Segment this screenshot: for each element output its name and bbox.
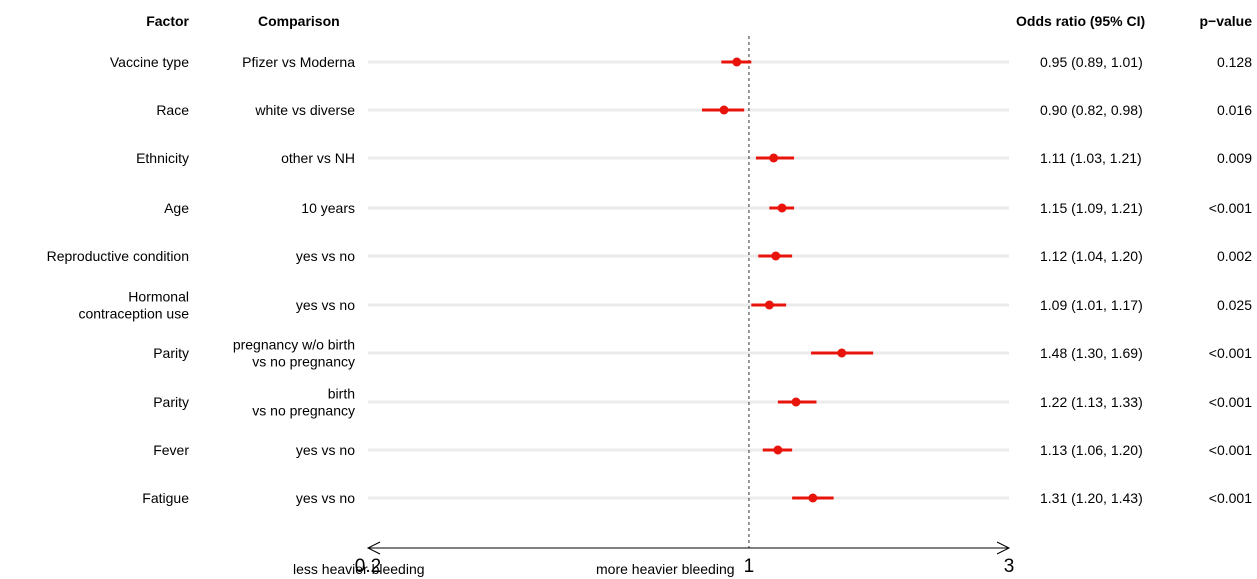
point-estimate <box>777 203 787 213</box>
x-axis-arrow-left <box>366 541 381 555</box>
factor-label: Vaccine type <box>110 54 189 70</box>
odds-ratio-ci: 1.22 (1.13, 1.33) <box>1040 394 1143 410</box>
factor-label: Fever <box>153 442 189 458</box>
factor-label: Fatigue <box>142 490 189 506</box>
odds-ratio-ci: 1.15 (1.09, 1.21) <box>1040 200 1143 216</box>
factor-label: Ethnicity <box>136 150 189 166</box>
factor-label-line: Fever <box>153 442 189 458</box>
comparison-label: yes vs no <box>296 248 355 264</box>
odds-ratio-ci: 1.48 (1.30, 1.69) <box>1040 345 1143 361</box>
header-comparison: Comparison <box>258 13 340 29</box>
comparison-label-line: yes vs no <box>296 442 355 458</box>
comparison-label-line: yes vs no <box>296 248 355 264</box>
p-value: <0.001 <box>1209 200 1252 216</box>
header-odds-ratio: Odds ratio (95% CI) <box>1016 13 1145 29</box>
point-estimate <box>808 493 818 503</box>
x-tick-label: 1 <box>744 556 755 577</box>
axis-label-left: less heavier bleeding <box>293 561 425 577</box>
factor-label-line: Hormonal <box>128 289 189 305</box>
comparison-label: yes vs no <box>296 297 355 313</box>
x-tick-label: 3 <box>1004 556 1015 577</box>
point-estimate <box>791 397 801 407</box>
odds-ratio-ci: 1.31 (1.20, 1.43) <box>1040 490 1143 506</box>
comparison-label-line: yes vs no <box>296 297 355 313</box>
factor-label-line: Vaccine type <box>110 54 189 70</box>
factor-label-line: Race <box>156 102 189 118</box>
p-value: 0.002 <box>1217 248 1252 264</box>
point-estimate <box>769 153 779 163</box>
factor-label-line: Ethnicity <box>136 150 189 166</box>
comparison-label: other vs NH <box>281 150 355 166</box>
factor-label-line: contraception use <box>78 306 189 322</box>
p-value: 0.016 <box>1217 102 1252 118</box>
factor-label-line: Age <box>164 200 189 216</box>
comparison-label-line: 10 years <box>301 200 355 216</box>
factor-label: Race <box>156 102 189 118</box>
factor-label-line: Fatigue <box>142 490 189 506</box>
comparison-label-line: other vs NH <box>281 150 355 166</box>
comparison-label-line: white vs diverse <box>254 102 355 118</box>
factor-label: Reproductive condition <box>47 248 189 264</box>
comparison-label: white vs diverse <box>254 102 355 118</box>
odds-ratio-ci: 1.09 (1.01, 1.17) <box>1040 297 1143 313</box>
p-value: <0.001 <box>1209 345 1252 361</box>
comparison-label-line: Pfizer vs Moderna <box>242 54 355 70</box>
point-estimate <box>764 300 774 310</box>
odds-ratio-ci: 1.12 (1.04, 1.20) <box>1040 248 1143 264</box>
factor-label: Age <box>164 200 189 216</box>
point-estimate <box>837 348 847 358</box>
odds-ratio-ci: 0.90 (0.82, 0.98) <box>1040 102 1143 118</box>
factor-label-line: Parity <box>153 345 189 361</box>
factor-label: Parity <box>153 394 189 410</box>
factor-label: Parity <box>153 345 189 361</box>
comparison-label-line: pregnancy w/o birth <box>233 337 355 353</box>
comparison-label-line: vs no pregnancy <box>252 354 355 370</box>
comparison-label-line: yes vs no <box>296 490 355 506</box>
comparison-label: 10 years <box>301 200 355 216</box>
p-value: <0.001 <box>1209 442 1252 458</box>
comparison-label: pregnancy w/o birth vs no pregnancy <box>233 337 355 370</box>
axis-label-right: more heavier bleeding <box>596 561 735 577</box>
factor-label-line: Reproductive condition <box>47 248 189 264</box>
x-axis-arrow-right <box>996 541 1011 555</box>
factor-label: Hormonal contraception use <box>78 289 189 322</box>
p-value: 0.025 <box>1217 297 1252 313</box>
header-p-value: p−value <box>1199 13 1252 29</box>
p-value: 0.009 <box>1217 150 1252 166</box>
comparison-label: yes vs no <box>296 490 355 506</box>
comparison-label-line: birth <box>328 386 355 402</box>
odds-ratio-ci: 1.11 (1.03, 1.21) <box>1040 150 1142 166</box>
x-tick-label: 0.2 <box>355 556 381 577</box>
point-estimate <box>732 57 742 67</box>
p-value: 0.128 <box>1217 54 1252 70</box>
comparison-label-line: vs no pregnancy <box>252 403 355 419</box>
comparison-label: yes vs no <box>296 442 355 458</box>
p-value: <0.001 <box>1209 394 1252 410</box>
factor-label-line: Parity <box>153 394 189 410</box>
odds-ratio-ci: 1.13 (1.06, 1.20) <box>1040 442 1143 458</box>
comparison-label: Pfizer vs Moderna <box>242 54 355 70</box>
x-axis <box>366 541 1011 555</box>
odds-ratio-ci: 0.95 (0.89, 1.01) <box>1040 54 1143 70</box>
point-estimate <box>719 105 729 115</box>
point-estimate <box>773 445 783 455</box>
point-estimate <box>771 251 781 261</box>
p-value: <0.001 <box>1209 490 1252 506</box>
comparison-label: birth vs no pregnancy <box>252 386 355 419</box>
header-factor: Factor <box>146 13 189 29</box>
